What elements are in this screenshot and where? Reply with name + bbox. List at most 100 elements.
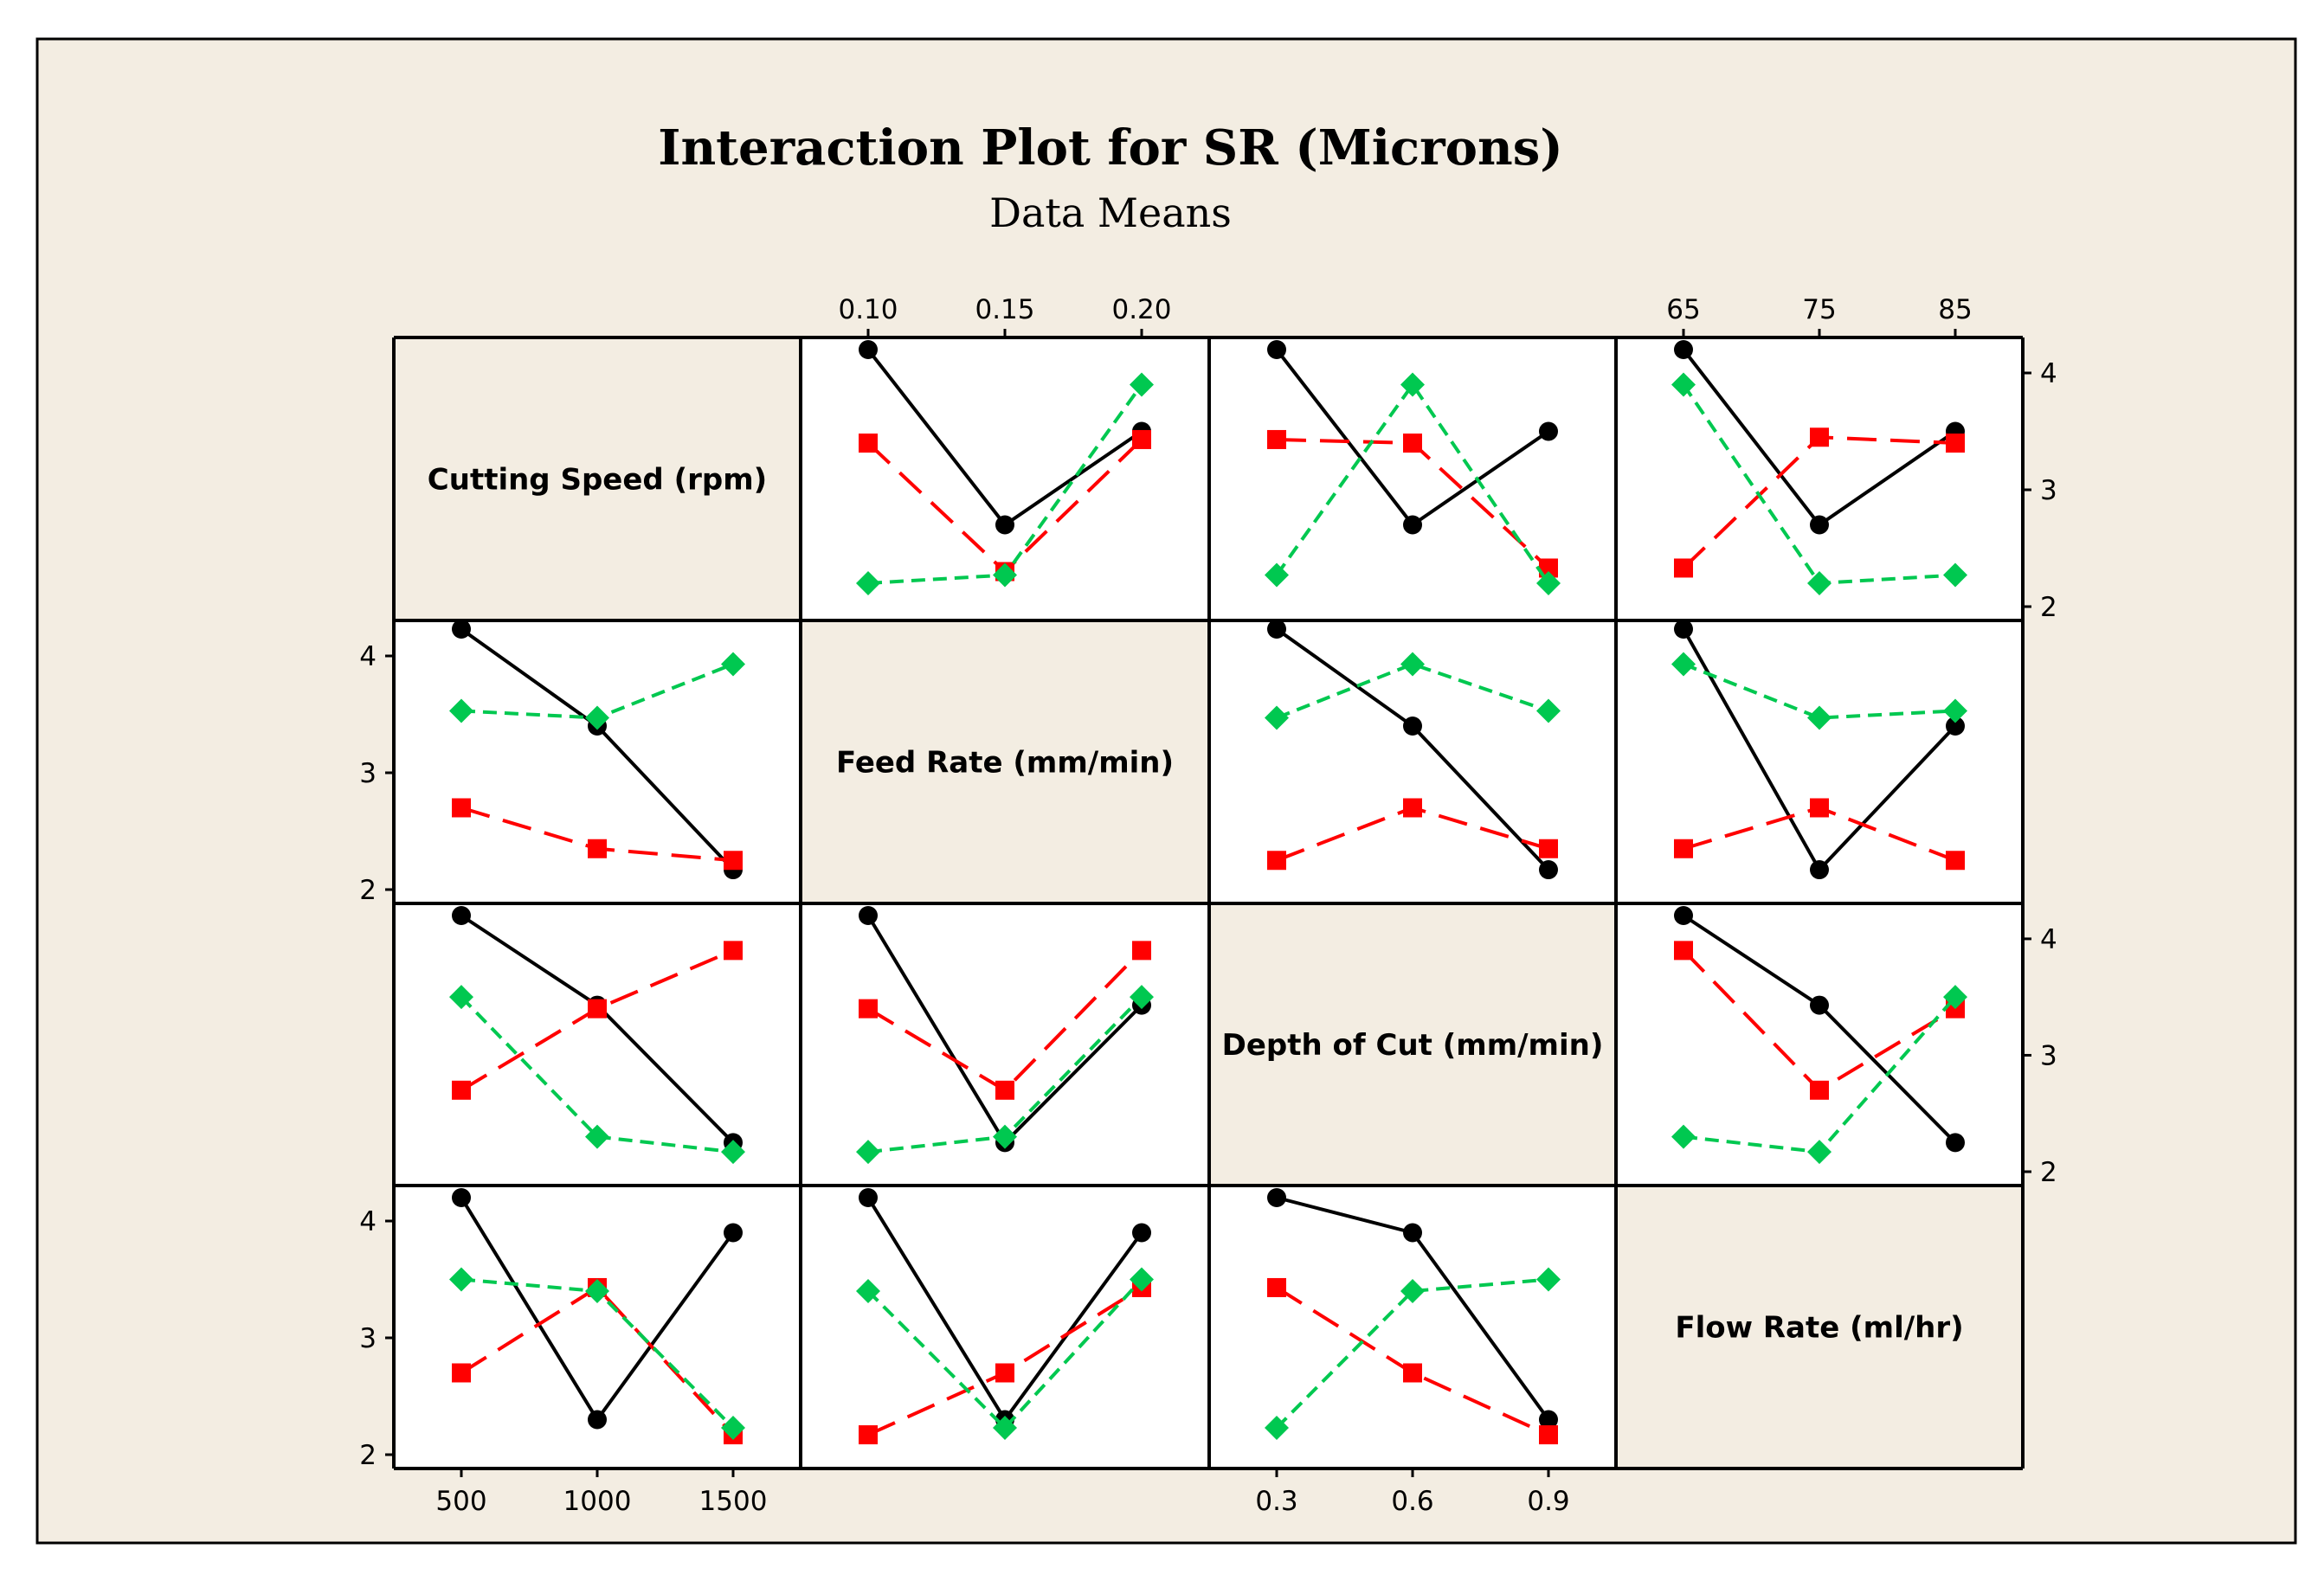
diagonal-label-panel bbox=[1616, 1186, 2023, 1469]
series-line bbox=[460, 1285, 735, 1436]
series-point bbox=[1810, 860, 1829, 880]
series-line bbox=[1683, 662, 1956, 720]
series-point bbox=[452, 798, 471, 818]
x-tick-label: 0.10 bbox=[838, 294, 898, 325]
series-point bbox=[1536, 698, 1561, 723]
diagonal-label-panel bbox=[1209, 903, 1616, 1186]
series-point bbox=[452, 1363, 471, 1383]
series-point bbox=[1265, 705, 1289, 730]
series-point bbox=[859, 906, 878, 925]
series-point bbox=[1539, 839, 1558, 858]
x-tick-label: 0.15 bbox=[975, 294, 1034, 325]
series-point bbox=[452, 1080, 471, 1100]
series-line bbox=[866, 1278, 1143, 1430]
series-point bbox=[1810, 798, 1829, 818]
series-point bbox=[995, 515, 1014, 535]
series-point bbox=[1810, 995, 1829, 1015]
series-point bbox=[1943, 698, 1967, 723]
series-point bbox=[1943, 562, 1967, 588]
series-point bbox=[1400, 372, 1425, 397]
series-point bbox=[1539, 421, 1558, 441]
series-point bbox=[1674, 619, 1693, 639]
series-point bbox=[721, 1140, 745, 1165]
series-point bbox=[1671, 652, 1696, 677]
series-point bbox=[1536, 1267, 1561, 1292]
x-tick-label: 0.3 bbox=[1255, 1486, 1297, 1517]
series-point bbox=[721, 652, 745, 677]
x-tick-label: 1500 bbox=[699, 1486, 768, 1517]
panel-grid: Cutting Speed (rpm) Feed Rate (mm/min) Dep… bbox=[359, 294, 2057, 1517]
x-tick-label: 0.20 bbox=[1111, 294, 1171, 325]
x-tick-label: 0.9 bbox=[1527, 1486, 1569, 1517]
series-point bbox=[1946, 434, 1965, 453]
x-tick-label: 65 bbox=[1666, 294, 1700, 325]
y-tick-label: 2 bbox=[2040, 592, 2057, 623]
series-point bbox=[1810, 1080, 1829, 1100]
series-point bbox=[452, 906, 471, 925]
series-point bbox=[995, 1080, 1014, 1100]
chart-subtitle: Data Means bbox=[989, 190, 1232, 236]
chart-title: Interaction Plot for SR (Microns) bbox=[658, 119, 1562, 177]
series-point bbox=[1403, 1223, 1422, 1243]
series-point bbox=[1943, 985, 1967, 1010]
series-point bbox=[449, 1267, 473, 1292]
y-tick-label: 4 bbox=[2040, 924, 2057, 955]
series-point bbox=[588, 1410, 607, 1430]
y-tick-label: 4 bbox=[359, 641, 377, 672]
series-point bbox=[1267, 1188, 1286, 1207]
diagonal-label-panel bbox=[801, 620, 1209, 903]
series-point bbox=[1267, 851, 1286, 871]
x-tick-label: 75 bbox=[1802, 294, 1836, 325]
x-tick-label: 1000 bbox=[563, 1486, 632, 1517]
series-point bbox=[856, 571, 880, 595]
series-point bbox=[1810, 427, 1829, 447]
series-point bbox=[1403, 798, 1422, 818]
series-point bbox=[859, 999, 878, 1019]
series-point bbox=[1403, 434, 1422, 453]
series-point bbox=[1674, 340, 1693, 359]
series-point bbox=[856, 1140, 880, 1165]
y-tick-label: 3 bbox=[2040, 1040, 2057, 1071]
series-point bbox=[1130, 985, 1154, 1010]
series-point bbox=[1671, 1124, 1696, 1149]
series-point bbox=[859, 1188, 878, 1207]
variable-label: Cutting Speed (rpm) bbox=[428, 463, 767, 498]
series-point bbox=[585, 1124, 609, 1149]
series-point bbox=[724, 851, 743, 871]
series-point bbox=[1132, 1223, 1151, 1243]
variable-label: Flow Rate (ml/hr) bbox=[1675, 1311, 1963, 1346]
y-tick-label: 4 bbox=[359, 1206, 377, 1237]
series-point bbox=[1403, 717, 1422, 736]
series-point bbox=[995, 1363, 1014, 1383]
series-point bbox=[1674, 558, 1693, 578]
series-line bbox=[1275, 382, 1550, 585]
series-point bbox=[721, 1415, 745, 1440]
variable-label: Feed Rate (mm/min) bbox=[836, 746, 1174, 781]
series-point bbox=[1536, 571, 1561, 595]
y-tick-label: 3 bbox=[359, 1323, 377, 1354]
series-point bbox=[452, 619, 471, 639]
series-point bbox=[1400, 652, 1425, 677]
series-point bbox=[1267, 429, 1286, 449]
variable-label: Depth of Cut (mm/min) bbox=[1222, 1028, 1604, 1063]
series-point bbox=[1265, 1415, 1289, 1440]
series-point bbox=[1946, 851, 1965, 871]
series-point bbox=[1674, 839, 1693, 858]
diagonal-label-panel bbox=[394, 337, 801, 620]
series-point bbox=[859, 1425, 878, 1445]
series-point bbox=[1674, 941, 1693, 961]
series-point bbox=[1267, 1277, 1286, 1297]
series-point bbox=[1674, 906, 1693, 925]
series-point bbox=[993, 1415, 1017, 1440]
series-point bbox=[724, 1223, 743, 1243]
series-point bbox=[585, 1279, 609, 1303]
series-line bbox=[1276, 662, 1549, 720]
series-point bbox=[1403, 1363, 1422, 1383]
y-tick-label: 3 bbox=[359, 758, 377, 789]
series-point bbox=[993, 1124, 1017, 1149]
series-point bbox=[449, 985, 473, 1010]
series-point bbox=[1400, 1279, 1425, 1303]
series-line bbox=[1275, 1286, 1549, 1436]
series-point bbox=[585, 705, 609, 730]
